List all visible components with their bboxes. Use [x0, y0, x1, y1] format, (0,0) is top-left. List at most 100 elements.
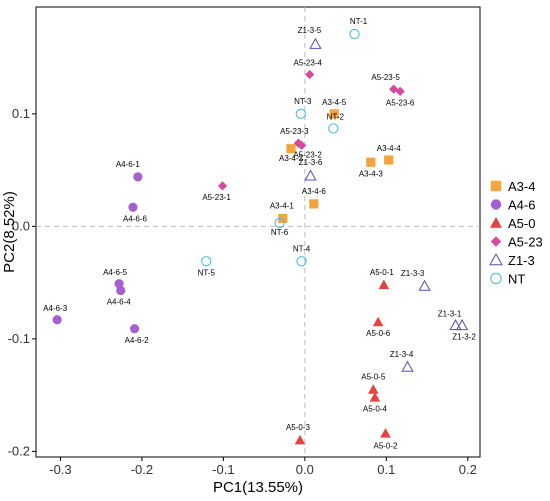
point-label: A5-23-1	[202, 193, 231, 202]
point-a5-23	[395, 86, 405, 96]
point-label: NT-3	[294, 97, 312, 106]
point-label: A5-23-6	[386, 98, 415, 107]
point-a4-6	[129, 324, 140, 334]
point-label: Z1-3-5	[298, 26, 322, 35]
point-label: NT-5	[198, 268, 216, 277]
point-label: NT-1	[350, 17, 368, 26]
legend-key-a5-23	[490, 236, 502, 247]
point-z1-3	[401, 360, 414, 372]
legend: A3-4 A4-6 A5-0 A5-23 Z1-3 NT	[489, 179, 543, 287]
x-tick-label: 0.2	[459, 462, 477, 477]
legend-label: A5-23	[508, 235, 543, 250]
legend-label: A3-4	[508, 179, 535, 194]
point-label: Z1-3-2	[452, 332, 476, 341]
point-label: NT-4	[293, 244, 311, 253]
point-nt	[349, 28, 360, 40]
point-a5-0	[369, 392, 381, 402]
legend-key-a4-6	[490, 199, 502, 210]
point-label: A5-23-2	[293, 150, 322, 159]
legend-key-a5-0	[490, 217, 502, 228]
point-a3-4	[286, 144, 296, 154]
plot-frame	[35, 6, 481, 458]
legend-label: A5-0	[508, 216, 535, 231]
point-a5-0	[378, 279, 390, 290]
point-a4-6	[114, 279, 124, 289]
point-z1-3	[455, 319, 469, 331]
point-nt	[296, 256, 307, 267]
point-a5-0	[380, 428, 391, 438]
point-a5-0	[372, 316, 384, 327]
point-z1-3	[309, 37, 322, 49]
point-label: A4-6-1	[116, 160, 141, 169]
point-a4-6	[52, 315, 62, 325]
point-label: A5-23-5	[371, 73, 400, 82]
point-label: Z1-3-1	[438, 309, 462, 318]
point-label: A4-6-6	[123, 214, 148, 223]
point-label: A5-23-4	[293, 59, 322, 68]
y-tick-label: -0.1	[8, 331, 30, 346]
x-tick-label: -0.3	[49, 462, 71, 477]
point-a5-0	[294, 434, 306, 445]
point-a5-23	[217, 181, 228, 191]
point-a3-4	[384, 155, 394, 165]
point-label: A5-0-5	[361, 373, 386, 382]
point-a5-0	[367, 384, 379, 394]
x-axis-ticks: -0.3 -0.2 -0.1 0.0 0.1 0.2	[49, 457, 477, 477]
legend-key-a3-4	[490, 180, 502, 192]
point-a5-23	[305, 69, 315, 80]
x-tick-label: 0.1	[377, 462, 395, 477]
point-label: A5-0-3	[286, 423, 311, 432]
point-label: A5-23-3	[280, 127, 309, 136]
legend-label: A4-6	[508, 198, 535, 213]
point-z1-3	[449, 319, 462, 331]
point-a3-4	[366, 157, 376, 167]
point-labels: A3-4-1 A3-4-2 A3-4-3 A3-4-4 A3-4-5 A3-4-6 A4-6…	[43, 17, 476, 450]
point-a4-6	[128, 202, 138, 212]
point-nt	[274, 217, 285, 229]
point-label: A5-0-4	[363, 404, 388, 413]
x-tick-label: -0.1	[212, 462, 234, 477]
y-axis-title: PC2(8.52%)	[1, 191, 18, 273]
legend-key-nt	[490, 272, 502, 285]
point-label: Z1-3-6	[299, 158, 323, 167]
point-label: A5-0-6	[366, 329, 391, 338]
point-label: A4-6-2	[125, 336, 150, 345]
data-points	[52, 28, 469, 445]
point-label: A4-6-3	[43, 304, 68, 313]
point-label: A3-4-6	[302, 187, 327, 196]
point-label: NT-6	[271, 228, 289, 237]
point-label: Z1-3-4	[390, 350, 414, 359]
legend-label: Z1-3	[508, 253, 535, 268]
y-tick-label: 0.1	[12, 106, 30, 121]
point-a3-4	[309, 199, 319, 209]
point-z1-3	[418, 279, 431, 291]
point-label: A4-6-4	[107, 298, 132, 307]
point-label: A3-4-1	[270, 202, 295, 211]
y-axis-ticks: -0.2 -0.1 0.0 0.1	[8, 106, 36, 458]
x-tick-label: 0.0	[296, 462, 314, 477]
y-tick-label: -0.2	[8, 443, 30, 458]
point-label: A3-4-4	[377, 144, 402, 153]
point-a5-23	[293, 138, 303, 148]
point-label: A3-4-5	[322, 98, 347, 107]
legend-label: NT	[508, 272, 525, 287]
x-tick-label: -0.2	[131, 462, 153, 477]
point-a3-4	[278, 213, 288, 224]
point-nt	[328, 123, 339, 134]
legend-key-z1-3	[489, 252, 503, 266]
point-label: A5-0-2	[373, 441, 398, 450]
point-a3-4	[329, 109, 339, 119]
point-z1-3	[304, 169, 317, 181]
x-axis-title: PC1(13.55%)	[213, 479, 303, 496]
point-nt	[201, 256, 212, 267]
point-a4-6	[133, 172, 143, 182]
point-label: A3-4-3	[359, 169, 384, 178]
point-label: NT-2	[327, 113, 345, 122]
point-label: A3-4-2	[279, 154, 304, 163]
point-label: A5-0-1	[370, 268, 395, 277]
point-label: Z1-3-3	[401, 269, 425, 278]
point-label: A4-6-5	[103, 268, 128, 277]
y-tick-label: 0.0	[12, 218, 30, 233]
point-nt	[295, 108, 306, 119]
